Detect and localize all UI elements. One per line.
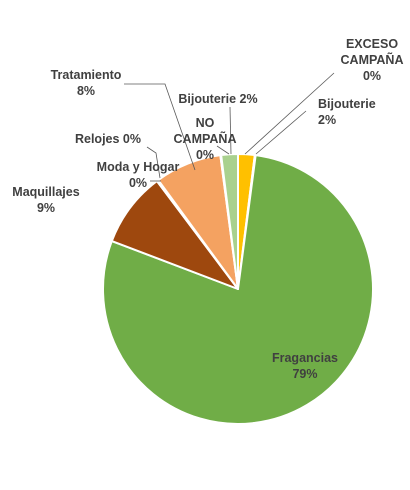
leader-line-6 <box>124 83 196 171</box>
pie-slices <box>102 153 374 425</box>
data-label-relojes-5: Relojes 0% <box>75 132 141 146</box>
leader-lines <box>124 72 335 182</box>
data-label-tratamiento-6: Tratamiento 8% <box>51 68 122 98</box>
leader-line-5 <box>146 146 161 179</box>
data-label-exceso-campa-a-1: EXCESO CAMPAÑA 0% <box>341 37 404 83</box>
data-label-fragancias-2: Fragancias 79% <box>272 351 338 381</box>
data-labels: Bijouterie 2% EXCESO CAMPAÑA 0% Fragancias 79%… <box>12 37 403 381</box>
pie-slice-bijouterie-8 <box>220 153 239 290</box>
data-label-bijouterie-0: Bijouterie 2% <box>318 97 376 127</box>
data-label-maquillajes-3: Maquillajes 9% <box>12 185 79 215</box>
leader-line-0 <box>255 110 307 155</box>
leader-line-1 <box>244 72 335 155</box>
leader-line-8 <box>229 106 232 155</box>
data-label-moda-y-hogar-4: Moda y Hogar 0% <box>97 160 180 190</box>
leader-line-7 <box>216 145 230 155</box>
data-label-no-campa-a-7: NO CAMPAÑA 0% <box>174 116 237 162</box>
data-label-bijouterie-8: Bijouterie 2% <box>178 92 257 106</box>
